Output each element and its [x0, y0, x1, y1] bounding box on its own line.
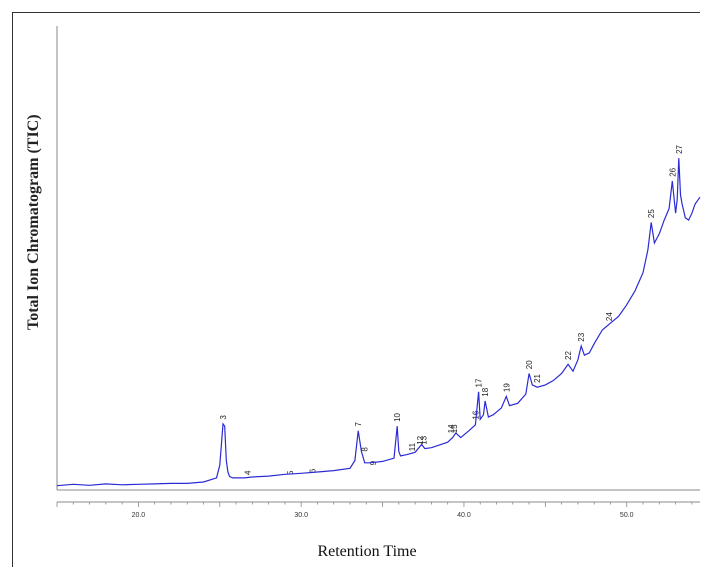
x-axis-label: Retention Time	[317, 543, 416, 560]
peak-label-20: 20	[525, 360, 534, 369]
peak-label-21: 21	[533, 373, 542, 382]
peak-label-19: 19	[502, 383, 511, 392]
peak-label-3: 3	[219, 415, 228, 420]
peak-label-13: 13	[419, 435, 428, 444]
peak-label-27: 27	[675, 144, 684, 153]
peak-label-4: 4	[244, 470, 253, 475]
peak-label-23: 23	[577, 332, 586, 341]
tic-series-line	[56, 158, 701, 487]
peak-label-12: 12	[416, 435, 425, 444]
peak-label-6: 6	[309, 468, 318, 473]
peak-label-24: 24	[605, 312, 614, 321]
peak-label-14: 14	[447, 424, 456, 433]
chart-frame	[12, 12, 700, 567]
peak-label-10: 10	[393, 412, 402, 421]
peak-label-15: 15	[450, 424, 459, 433]
x-tick-label: 20.0	[132, 512, 146, 519]
x-tick-label: 40.0	[457, 512, 471, 519]
peak-label-18: 18	[481, 387, 490, 396]
peak-label-25: 25	[647, 209, 656, 218]
y-axis-label: Total Ion Chromatogram (TIC)	[25, 114, 42, 330]
x-axis-ticks: 20.0 30.0 40.0 50.0	[56, 502, 693, 519]
peak-label-22: 22	[564, 351, 573, 360]
peak-label-26: 26	[668, 167, 677, 176]
peak-label-11: 11	[408, 442, 417, 451]
peak-label-5: 5	[286, 470, 295, 475]
peak-label-7: 7	[354, 422, 363, 427]
x-tick-label: 30.0	[294, 512, 308, 519]
peak-labels: 34 5 6789101112131415161718192021222324252…	[219, 144, 684, 475]
peak-label-8: 8	[361, 447, 370, 452]
x-tick-label: 50.0	[620, 512, 634, 519]
peak-label-17: 17	[475, 378, 484, 387]
